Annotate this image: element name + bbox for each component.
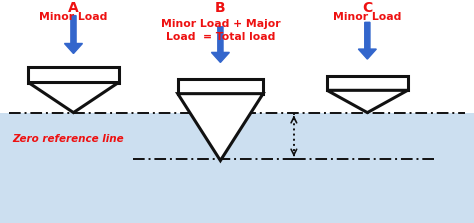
Bar [28,67,118,83]
Bar [327,76,408,90]
Bar [0,0,474,113]
Bar [178,79,263,94]
FancyArrow shape [211,27,229,62]
Text: C: C [362,1,373,15]
Text: Minor Load: Minor Load [39,12,108,22]
FancyArrow shape [64,16,82,54]
Text: A: A [68,1,79,15]
Polygon shape [178,94,263,161]
Text: Zero reference line: Zero reference line [12,134,123,144]
Polygon shape [327,90,408,113]
Text: Minor Load: Minor Load [333,12,401,22]
Text: Minor Load + Major
Load  = Total load: Minor Load + Major Load = Total load [161,19,280,42]
Bar [0,113,474,223]
FancyArrow shape [358,22,376,59]
Polygon shape [28,83,118,113]
Text: B: B [215,1,226,15]
